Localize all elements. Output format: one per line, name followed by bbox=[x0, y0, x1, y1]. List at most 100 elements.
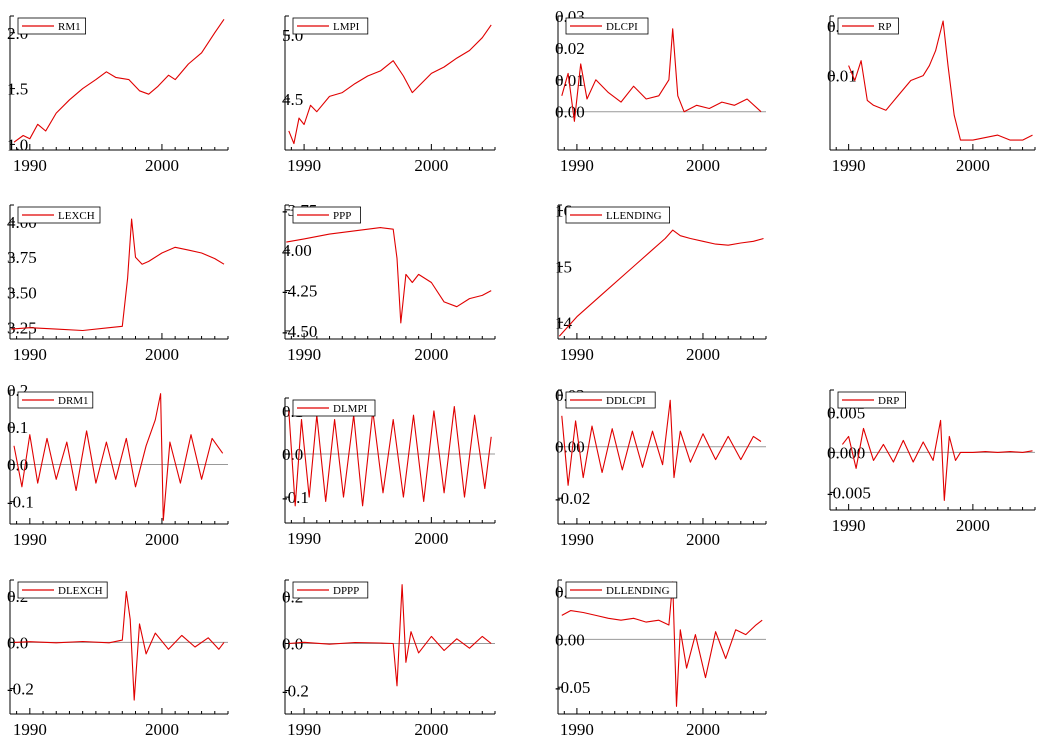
x-tick-label: 1990 bbox=[832, 156, 866, 175]
series-line bbox=[11, 218, 225, 332]
legend-box bbox=[17, 391, 94, 409]
y-tick-label: -0.2 bbox=[282, 681, 309, 700]
y-tick-label: 0.000 bbox=[827, 443, 865, 462]
x-tick-label: 1990 bbox=[287, 345, 321, 364]
y-tick-label: 0.00 bbox=[555, 630, 585, 649]
y-tick-label: -0.05 bbox=[555, 678, 590, 697]
legend-label: PPP bbox=[333, 210, 351, 222]
x-tick-label: 2000 bbox=[956, 516, 990, 535]
y-tick-label: 0.0 bbox=[282, 634, 303, 653]
y-tick-label: -0.005 bbox=[827, 483, 871, 502]
legend-label: DLCPI bbox=[606, 21, 638, 33]
panel-lexch: 3.253.503.754.0019902000LEXCH bbox=[7, 204, 229, 364]
panel-rm1: 1.01.52.019902000RM1 bbox=[7, 15, 229, 175]
x-tick-label: 1990 bbox=[287, 156, 321, 175]
y-tick-label: -4.25 bbox=[282, 282, 317, 301]
y-tick-label: 0.00 bbox=[555, 103, 585, 122]
panel-dlmpi: -0.10.00.119902000DLMPI bbox=[282, 397, 496, 548]
legend-label: DPPP bbox=[333, 585, 359, 597]
x-tick-label: 1990 bbox=[832, 516, 866, 535]
series-line bbox=[13, 591, 225, 701]
y-tick-label: 3.75 bbox=[7, 248, 37, 267]
x-tick-label: 2000 bbox=[145, 156, 179, 175]
x-tick-label: 1990 bbox=[13, 156, 47, 175]
panel-rp: 0.010.0219902000RP bbox=[827, 15, 1036, 175]
series-line bbox=[13, 18, 225, 143]
series-line bbox=[288, 406, 492, 507]
x-tick-label: 2000 bbox=[686, 156, 720, 175]
y-tick-label: -4.50 bbox=[282, 322, 317, 341]
series-line bbox=[841, 419, 1033, 501]
x-tick-label: 1990 bbox=[287, 720, 321, 739]
x-tick-label: 2000 bbox=[414, 345, 448, 364]
series-line bbox=[848, 20, 1033, 141]
y-tick-label: 0.01 bbox=[827, 67, 857, 86]
series-line bbox=[561, 581, 763, 707]
x-tick-label: 1990 bbox=[560, 720, 594, 739]
panel-dppp: -0.20.00.219902000DPPP bbox=[282, 579, 496, 739]
legend-label: DDLCPI bbox=[606, 395, 646, 407]
legend-box bbox=[565, 581, 678, 599]
y-tick-label: 1.5 bbox=[7, 80, 28, 99]
legend-label: DLMPI bbox=[333, 403, 368, 415]
legend-label: LEXCH bbox=[58, 210, 95, 222]
y-tick-label: 0.00 bbox=[555, 438, 585, 457]
series-line bbox=[561, 399, 762, 486]
series-line bbox=[288, 24, 492, 145]
y-tick-label: -0.1 bbox=[7, 493, 34, 512]
y-tick-label: 0.0 bbox=[7, 633, 28, 652]
legend-label: LMPI bbox=[333, 21, 360, 33]
legend-label: DRM1 bbox=[58, 395, 89, 407]
y-tick-label: 14 bbox=[555, 313, 573, 332]
x-tick-label: 1990 bbox=[13, 530, 47, 549]
legend-label: RP bbox=[878, 21, 891, 33]
x-tick-label: 1990 bbox=[287, 529, 321, 548]
legend-box bbox=[565, 206, 670, 224]
legend-box bbox=[292, 581, 369, 599]
x-tick-label: 2000 bbox=[686, 530, 720, 549]
legend-label: DLLENDING bbox=[606, 585, 670, 597]
legend-box bbox=[17, 581, 108, 599]
y-tick-label: 1.0 bbox=[7, 135, 28, 154]
legend-box bbox=[292, 399, 376, 417]
legend-label: LLENDING bbox=[606, 210, 662, 222]
legend-label: DLEXCH bbox=[58, 585, 103, 597]
y-tick-label: 0.01 bbox=[555, 71, 585, 90]
y-tick-label: 4.00 bbox=[282, 241, 312, 260]
series-line bbox=[286, 227, 492, 324]
series-line bbox=[558, 229, 764, 337]
panel-ppp: -4.50-4.254.00-3.7519902000PPP bbox=[282, 201, 496, 364]
panel-dlexch: -0.20.00.219902000DLEXCH bbox=[7, 579, 229, 739]
series-line bbox=[13, 393, 224, 521]
x-tick-label: 1990 bbox=[560, 345, 594, 364]
x-tick-label: 2000 bbox=[414, 720, 448, 739]
x-tick-label: 2000 bbox=[686, 720, 720, 739]
x-tick-label: 2000 bbox=[145, 720, 179, 739]
legend-label: RM1 bbox=[58, 21, 81, 33]
x-tick-label: 2000 bbox=[414, 156, 448, 175]
x-tick-label: 2000 bbox=[956, 156, 990, 175]
y-tick-label: 3.50 bbox=[7, 283, 37, 302]
x-tick-label: 2000 bbox=[414, 529, 448, 548]
x-tick-label: 2000 bbox=[686, 345, 720, 364]
y-tick-label: -0.02 bbox=[555, 489, 590, 508]
x-tick-label: 1990 bbox=[13, 720, 47, 739]
x-tick-label: 2000 bbox=[145, 345, 179, 364]
series-line bbox=[561, 28, 762, 122]
panel-dllending: -0.050.000.0519902000DLLENDING bbox=[555, 579, 767, 739]
y-tick-label: 0.1 bbox=[7, 418, 28, 437]
y-tick-label: 0.0 bbox=[282, 445, 303, 464]
y-tick-label: -0.2 bbox=[7, 680, 34, 699]
legend-box bbox=[565, 391, 656, 409]
y-tick-label: 0.02 bbox=[555, 39, 585, 58]
x-tick-label: 2000 bbox=[145, 530, 179, 549]
series-line bbox=[288, 584, 492, 687]
x-tick-label: 1990 bbox=[13, 345, 47, 364]
y-tick-label: 15 bbox=[555, 257, 572, 276]
legend-label: DRP bbox=[878, 395, 899, 407]
